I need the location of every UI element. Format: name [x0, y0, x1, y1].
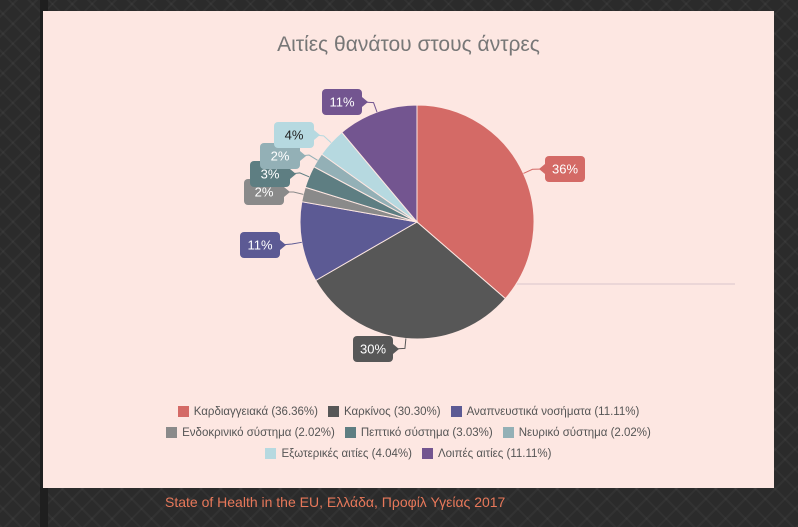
legend-item-7[interactable]: Λοιπές αιτίες (11.11%) — [421, 447, 552, 460]
legend-item-0[interactable]: Καρδιαγγειακά (36.36%) — [177, 405, 318, 418]
data-label-bg-7 — [322, 89, 362, 115]
legend-swatch-6 — [265, 448, 277, 459]
legend-item-1[interactable]: Καρκίνος (30.30%) — [328, 406, 441, 418]
data-label-bg-2 — [240, 232, 280, 258]
data-label-pointer-6 — [314, 130, 320, 140]
legend-label-2: Αναπνευστικά νοσήματα (11.11%) — [466, 405, 640, 418]
legend-label-1: Καρκίνος (30.30%) — [344, 405, 441, 418]
data-label-3: 2% — [255, 185, 274, 200]
legend-swatch-0 — [177, 406, 189, 417]
legend-row-0: Καρδιαγγειακά (36.36%) Καρκίνος (30.30%) Α… — [43, 401, 774, 422]
data-label-bg-0 — [545, 156, 585, 182]
legend-label-7: Λοιπές αιτίες (11.11%) — [437, 447, 552, 460]
data-label-badge-5: 2% — [260, 143, 306, 169]
data-label-bg-6 — [274, 122, 314, 148]
legend-swatch-2 — [450, 406, 462, 417]
legend-label-3: Ενδοκρινικό σύστημα (2.02%) — [182, 426, 335, 439]
legend-swatch-4 — [344, 427, 356, 438]
data-label-0: 36% — [552, 162, 578, 177]
data-label-pointer-1 — [393, 344, 399, 354]
data-label-badge-6: 4% — [274, 122, 320, 148]
data-label-bg-1 — [353, 336, 393, 362]
legend-item-4[interactable]: Πεπτικό σύστημα (3.03%) — [344, 426, 493, 439]
legend-item-3[interactable]: Ενδοκρινικό σύστημα (2.02%) — [166, 427, 335, 439]
data-label-badge-0: 36% — [539, 156, 585, 182]
legend-swatch-5 — [502, 427, 514, 438]
legend-label-0: Καρδιαγγειακά (36.36%) — [193, 405, 318, 418]
data-label-pointer-2 — [280, 240, 286, 250]
data-label-pointer-3 — [284, 187, 290, 197]
pie-slice-1[interactable] — [314, 221, 507, 340]
legend-item-6[interactable]: Εξωτερικές αιτίες (4.04%) — [265, 447, 412, 460]
data-label-pointer-5 — [300, 151, 306, 161]
legend-label-6: Εξωτερικές αιτίες (4.04%) — [281, 447, 412, 460]
legend-item-5[interactable]: Νευρικό σύστημα (2.02%) — [502, 426, 651, 439]
legend-label-5: Νευρικό σύστημα (2.02%) — [518, 426, 651, 439]
data-label-badge-1: 30% — [353, 336, 399, 362]
legend-row-2: Εξωτερικές αιτίες (4.04%) Λοιπές αιτίες (… — [43, 443, 774, 464]
data-label-4: 3% — [261, 167, 280, 182]
chart-panel: Αιτίες θανάτου στους άντρες 36% 30% 11% 2% 3… — [43, 11, 774, 488]
data-label-badge-2: 11% — [240, 232, 286, 258]
source-caption: State of Health in the EU, Ελλάδα, Προφί… — [165, 494, 506, 510]
data-label-pointer-7 — [362, 97, 368, 107]
data-label-pointer-0 — [539, 164, 545, 174]
data-label-2: 11% — [247, 238, 272, 253]
legend-swatch-3 — [166, 427, 178, 438]
data-label-1: 30% — [360, 342, 386, 357]
data-label-pointer-4 — [290, 169, 296, 179]
data-label-5: 2% — [271, 149, 290, 164]
chart-title: Αιτίες θανάτου στους άντρες — [277, 33, 540, 56]
pie-chart: 36% 30% 11% 2% 3% 2% 4% 11% — [240, 89, 735, 362]
chart-legend: Καρδιαγγειακά (36.36%) Καρκίνος (30.30%) Α… — [43, 401, 774, 464]
legend-swatch-7 — [421, 448, 433, 459]
legend-row-1: Ενδοκρινικό σύστημα (2.02%) Πεπτικό σύστη… — [43, 422, 774, 443]
legend-label-4: Πεπτικό σύστημα (3.03%) — [360, 426, 493, 439]
data-label-6: 4% — [285, 128, 304, 143]
pie-slice-7[interactable] — [341, 104, 418, 224]
legend-item-2[interactable]: Αναπνευστικά νοσήματα (11.11%) — [450, 405, 640, 418]
data-label-badge-7: 11% — [322, 89, 368, 115]
data-label-7: 11% — [329, 95, 354, 110]
data-label-bg-5 — [260, 143, 300, 169]
legend-swatch-1 — [328, 406, 339, 417]
